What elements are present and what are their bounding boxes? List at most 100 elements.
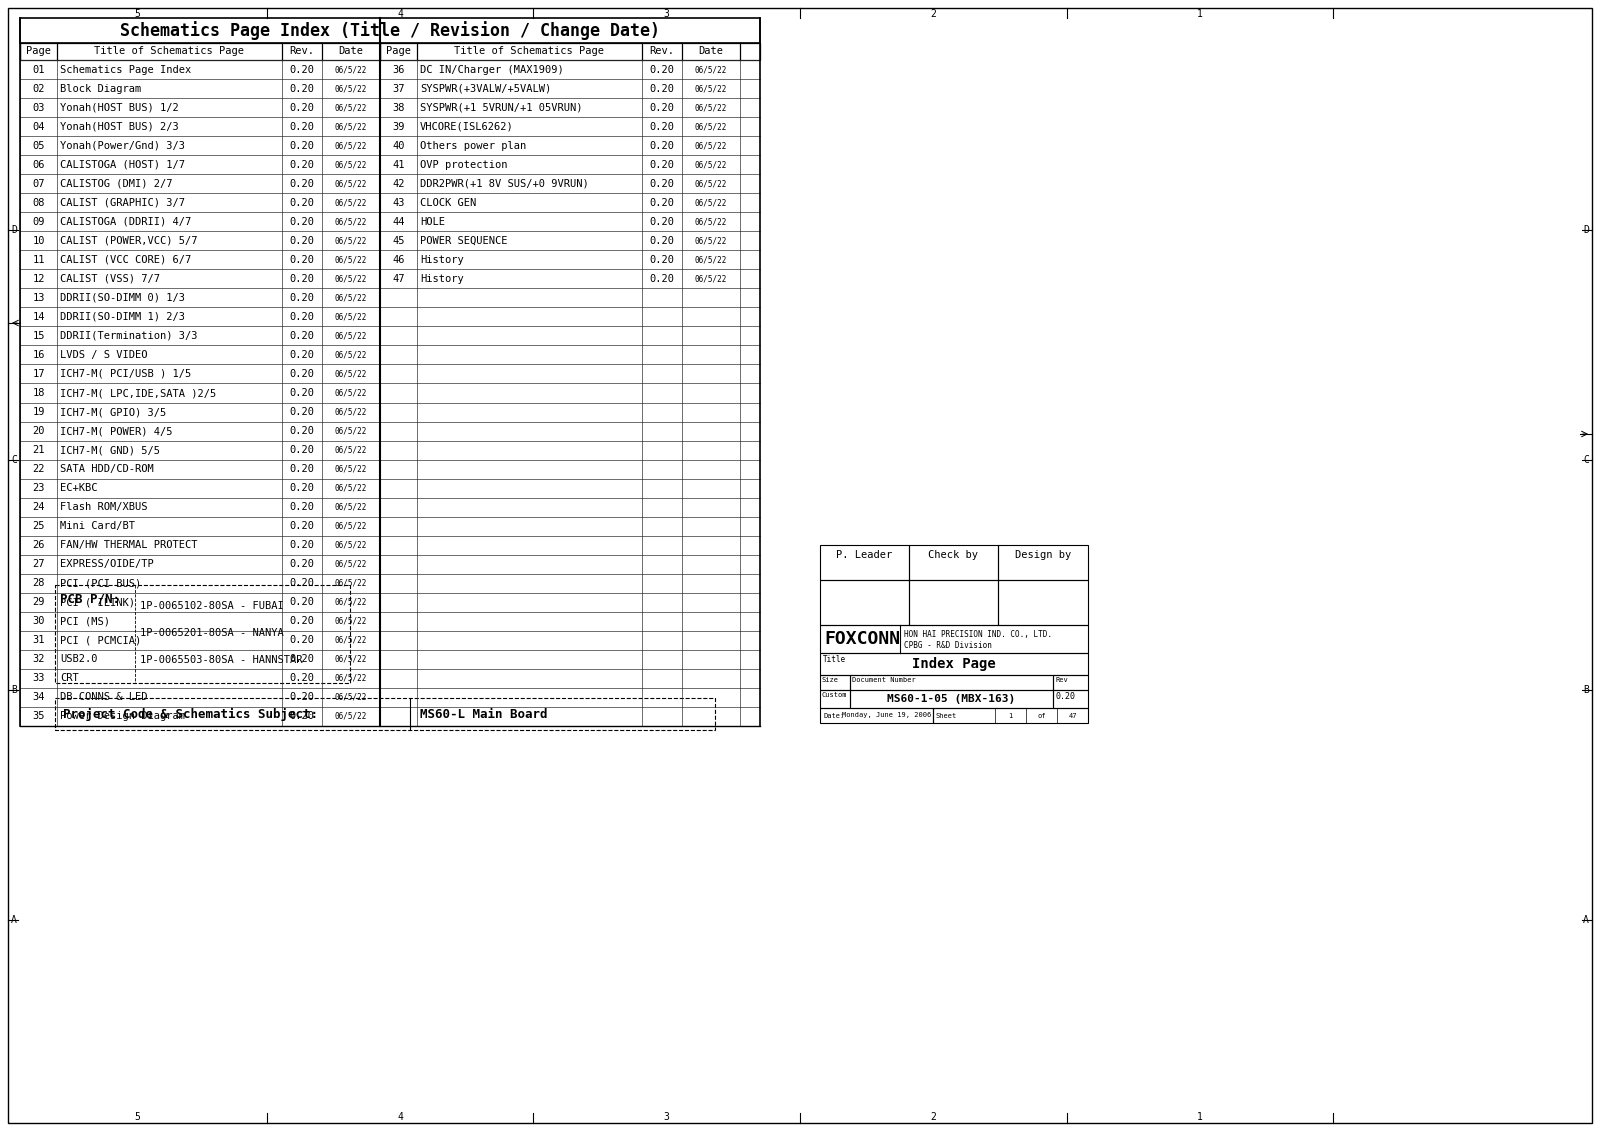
Text: 06/5/22: 06/5/22 (334, 693, 366, 702)
Text: 06/5/22: 06/5/22 (694, 122, 726, 131)
Text: 1: 1 (1197, 9, 1203, 19)
Text: 0.20: 0.20 (290, 159, 315, 170)
Text: MS60-1-05 (MBX-163): MS60-1-05 (MBX-163) (888, 694, 1016, 703)
Text: 06/5/22: 06/5/22 (334, 256, 366, 265)
Text: 0.20: 0.20 (290, 388, 315, 398)
Text: CALIST (GRAPHIC) 3/7: CALIST (GRAPHIC) 3/7 (61, 198, 186, 208)
Text: 05: 05 (32, 140, 45, 150)
Text: 23: 23 (32, 483, 45, 493)
Bar (819, 653, 1088, 675)
Text: 4: 4 (397, 9, 403, 19)
Text: 4: 4 (397, 1112, 403, 1122)
Text: 06/5/22: 06/5/22 (334, 560, 366, 569)
Text: 24: 24 (32, 502, 45, 512)
Text: D: D (1582, 225, 1589, 235)
Text: Yonah(HOST BUS) 2/3: Yonah(HOST BUS) 2/3 (61, 122, 179, 131)
Text: 3: 3 (664, 9, 669, 19)
Text: 0.20: 0.20 (290, 541, 315, 550)
Text: 0.20: 0.20 (290, 521, 315, 532)
Text: Project Code & Schematics Subject:: Project Code & Schematics Subject: (62, 708, 318, 720)
Text: 06/5/22: 06/5/22 (694, 217, 726, 226)
Text: 0.20: 0.20 (650, 235, 675, 245)
Text: 2: 2 (931, 9, 936, 19)
Text: Page: Page (26, 46, 51, 57)
Text: 35: 35 (32, 711, 45, 722)
Bar (909, 545, 998, 580)
Text: 09: 09 (32, 217, 45, 226)
Text: 33: 33 (32, 673, 45, 683)
Text: OVP protection: OVP protection (419, 159, 507, 170)
Text: 0.20: 0.20 (290, 578, 315, 588)
Bar (819, 580, 909, 625)
Bar (19, 43, 760, 60)
Text: SYSPWR(+3VALW/+5VALW): SYSPWR(+3VALW/+5VALW) (419, 84, 552, 94)
Bar (819, 675, 850, 690)
Text: CLOCK GEN: CLOCK GEN (419, 198, 477, 208)
Text: CALIST (POWER,VCC) 5/7: CALIST (POWER,VCC) 5/7 (61, 235, 197, 245)
Text: 11: 11 (32, 254, 45, 265)
Text: 06/5/22: 06/5/22 (334, 521, 366, 530)
Text: 22: 22 (32, 464, 45, 474)
Text: FAN/HW THERMAL PROTECT: FAN/HW THERMAL PROTECT (61, 541, 197, 550)
Text: 06/5/22: 06/5/22 (334, 502, 366, 511)
Text: 14: 14 (32, 312, 45, 322)
Text: 06/5/22: 06/5/22 (334, 655, 366, 664)
Text: 06/5/22: 06/5/22 (334, 103, 366, 112)
Text: MS60-L Main Board: MS60-L Main Board (419, 708, 547, 720)
Text: 19: 19 (32, 407, 45, 417)
Text: 06/5/22: 06/5/22 (334, 636, 366, 645)
Text: Sheet: Sheet (936, 713, 957, 718)
Text: Design by: Design by (1014, 550, 1070, 560)
Text: 0.20: 0.20 (650, 122, 675, 131)
Text: Index Page: Index Page (912, 657, 995, 671)
Bar (1053, 675, 1088, 690)
Bar (54, 585, 350, 683)
Text: 0.20: 0.20 (290, 464, 315, 474)
Text: 13: 13 (32, 293, 45, 303)
Text: 0.20: 0.20 (650, 84, 675, 94)
Text: CALISTOG (DMI) 2/7: CALISTOG (DMI) 2/7 (61, 179, 173, 189)
Text: 0.20: 0.20 (650, 217, 675, 226)
Text: 06/5/22: 06/5/22 (334, 389, 366, 397)
Text: Yonah(HOST BUS) 1/2: Yonah(HOST BUS) 1/2 (61, 103, 179, 113)
Text: 06/5/22: 06/5/22 (334, 446, 366, 455)
Text: 0.20: 0.20 (290, 103, 315, 113)
Text: 07: 07 (32, 179, 45, 189)
Text: B: B (1582, 685, 1589, 696)
Text: POWER SEQUENCE: POWER SEQUENCE (419, 235, 507, 245)
Text: DB CONNS & LED: DB CONNS & LED (61, 692, 147, 702)
Text: 18: 18 (32, 388, 45, 398)
Text: 15: 15 (32, 331, 45, 340)
Text: 06/5/22: 06/5/22 (694, 103, 726, 112)
Text: 0.20: 0.20 (650, 179, 675, 189)
Text: 0.20: 0.20 (650, 254, 675, 265)
Text: 06/5/22: 06/5/22 (694, 141, 726, 150)
Text: 03: 03 (32, 103, 45, 113)
Text: 06/5/22: 06/5/22 (334, 598, 366, 607)
Text: 16: 16 (32, 349, 45, 360)
Text: 06/5/22: 06/5/22 (334, 141, 366, 150)
Text: 0.20: 0.20 (290, 616, 315, 627)
Text: 0.20: 0.20 (650, 103, 675, 113)
Text: History: History (419, 274, 464, 284)
Text: Mini Card/BT: Mini Card/BT (61, 521, 134, 532)
Text: 0.20: 0.20 (290, 293, 315, 303)
Text: 06/5/22: 06/5/22 (334, 370, 366, 379)
Text: 0.20: 0.20 (290, 312, 315, 322)
Text: Date: Date (339, 46, 363, 57)
Text: Power Design Diagram: Power Design Diagram (61, 711, 186, 722)
Text: C: C (1582, 455, 1589, 465)
Text: 0.20: 0.20 (290, 140, 315, 150)
Text: History: History (419, 254, 464, 265)
Text: 37: 37 (392, 84, 405, 94)
Text: 0.20: 0.20 (290, 559, 315, 569)
Text: HOLE: HOLE (419, 217, 445, 226)
Text: HON HAI PRECISION IND. CO., LTD.: HON HAI PRECISION IND. CO., LTD. (904, 630, 1053, 639)
Text: Check by: Check by (928, 550, 979, 560)
Text: 28: 28 (32, 578, 45, 588)
Text: Flash ROM/XBUS: Flash ROM/XBUS (61, 502, 147, 512)
Text: CPBG - R&D Division: CPBG - R&D Division (904, 641, 992, 650)
Text: 31: 31 (32, 636, 45, 646)
Bar (819, 708, 933, 723)
Text: ICH7-M( LPC,IDE,SATA )2/5: ICH7-M( LPC,IDE,SATA )2/5 (61, 388, 216, 398)
